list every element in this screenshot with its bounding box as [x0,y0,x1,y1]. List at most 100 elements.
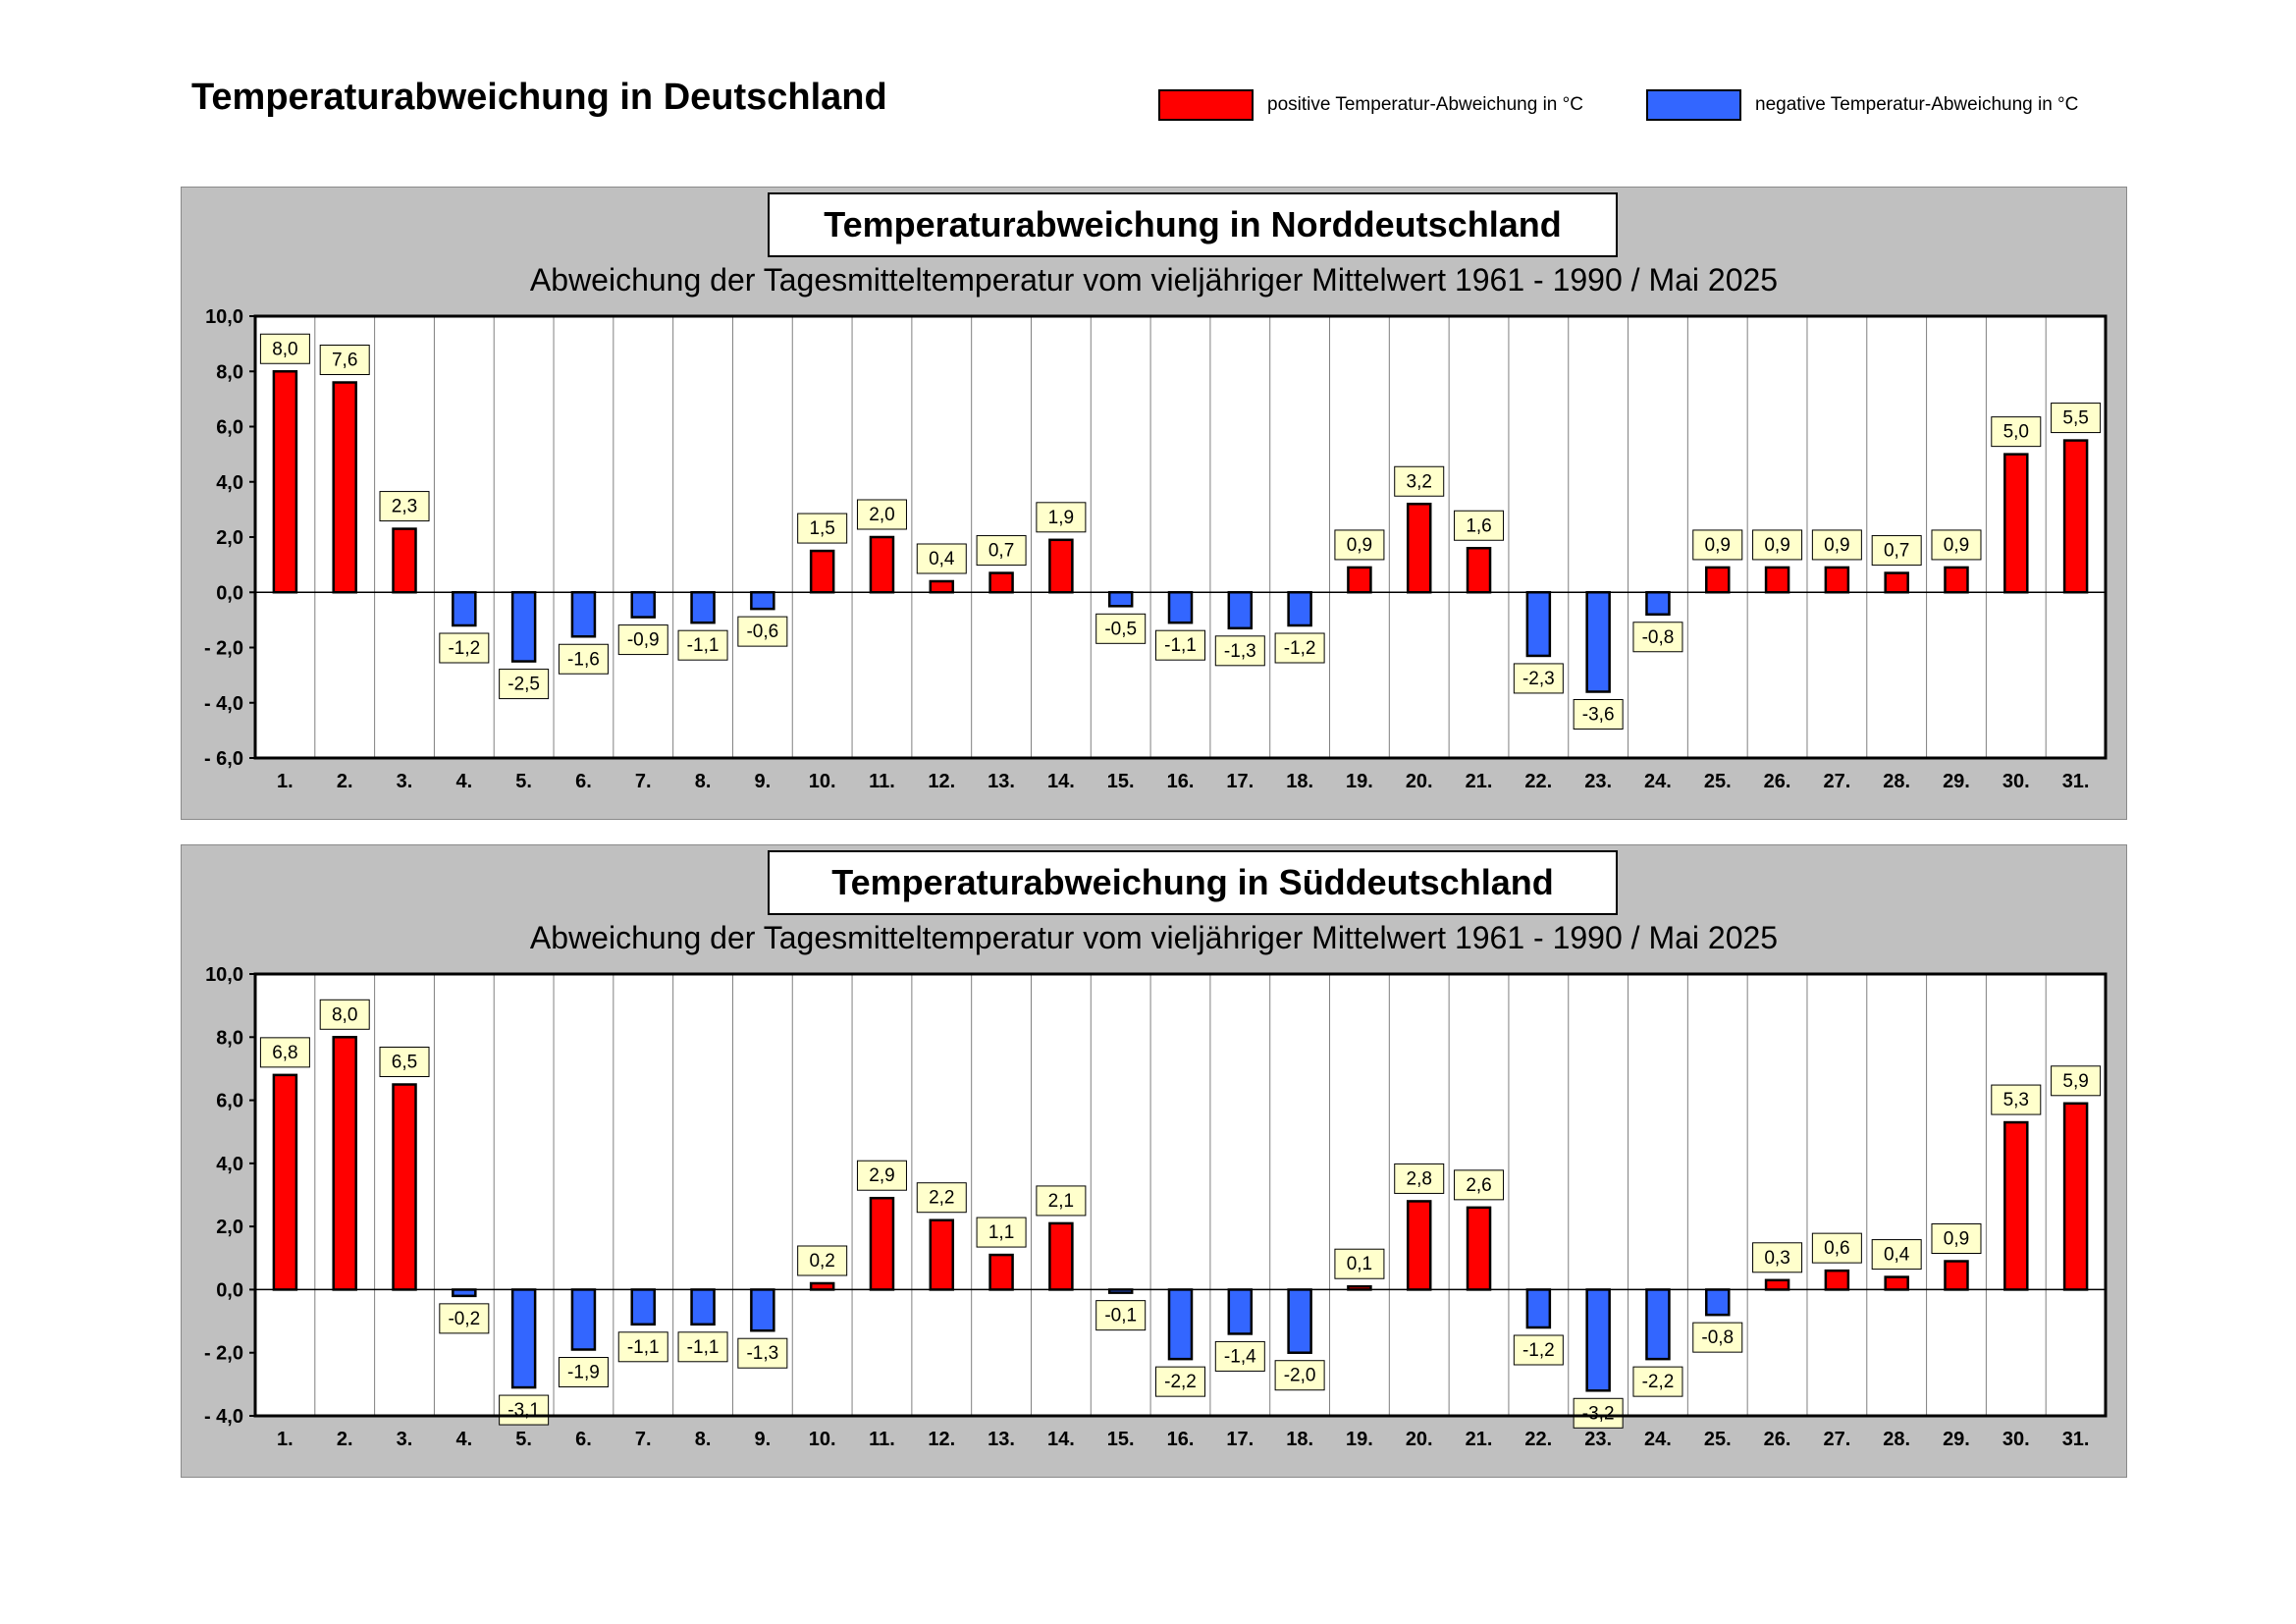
data-label: 3,2 [1407,471,1432,492]
bar [2062,439,2089,594]
data-label-box [916,1182,967,1214]
data-label: 2,8 [1407,1168,1432,1189]
data-label-box [379,1047,430,1077]
legend-negative: negative Temperatur-Abweichung in °C [1646,88,2078,122]
bar [988,1253,1014,1291]
data-label: -2,2 [1164,1372,1197,1392]
y-tick-label: - 2,0 [204,638,243,660]
bar [1107,591,1134,608]
x-tick-label: 27. [1823,1429,1850,1450]
data-label: 0,6 [1824,1238,1849,1259]
x-tick-label: 1. [277,1429,294,1450]
data-label: 1,1 [988,1222,1014,1243]
data-label: -0,8 [1701,1327,1734,1348]
bar [1645,591,1671,616]
legend-negative-label: negative Temperatur-Abweichung in °C [1755,94,2079,115]
x-tick-label: 8. [695,1429,712,1450]
x-tick-label: 15. [1107,1429,1135,1450]
bar [1884,1275,1909,1291]
data-label-box [1991,416,2042,448]
legend-positive-swatch [1158,89,1254,121]
legend-positive: positive Temperatur-Abweichung in °C [1158,88,1583,122]
data-label: -3,2 [1582,1403,1615,1424]
data-label-box [1573,699,1624,730]
data-label: 8,0 [332,1004,357,1025]
data-label: 5,5 [2062,408,2088,429]
data-label: -1,1 [627,1337,660,1358]
x-tick-label: 22. [1524,1429,1552,1450]
data-label: 2,3 [392,497,417,517]
data-label: -0,9 [627,630,660,651]
data-label-box [1334,1248,1385,1279]
x-tick-label: 4. [455,771,472,792]
bar [452,1288,477,1298]
data-label: -1,2 [1522,1340,1555,1361]
data-label-box [319,345,370,375]
bar [1406,503,1432,594]
data-label: -3,1 [507,1400,540,1421]
data-label-box [1573,1397,1624,1429]
y-tick-label: 8,0 [216,361,243,383]
x-tick-label: 22. [1524,771,1552,792]
x-tick-label: 20. [1406,771,1433,792]
data-label: -1,6 [567,649,600,670]
x-tick-label: 11. [869,1429,895,1450]
y-tick-label: 10,0 [205,306,243,328]
bar [1884,571,1909,594]
x-tick-label: 9. [755,1429,772,1450]
y-tick-label: 2,0 [216,527,243,549]
chart-subtitle-sued: Abweichung der Tagesmitteltemperatur vom… [529,920,1779,955]
data-label: 5,3 [2003,1090,2029,1110]
x-tick-label: 10. [809,1429,836,1450]
x-tick-label: 18. [1286,1429,1313,1450]
data-label-box [856,1160,907,1191]
data-label-box [677,1331,728,1363]
x-tick-label: 2. [337,1429,353,1450]
bar [1764,566,1790,594]
x-tick-label: 9. [755,771,772,792]
data-label-box [1811,529,1862,561]
x-tick-label: 12. [928,771,955,792]
data-label-box [1692,529,1743,561]
data-label: -2,5 [507,675,540,695]
x-tick-label: 1. [277,771,294,792]
bar [750,591,775,611]
x-tick-label: 30. [2002,1429,2030,1450]
data-label: -0,5 [1104,619,1137,639]
y-tick-label: 0,0 [216,582,243,604]
x-tick-label: 7. [635,1429,652,1450]
y-tick-label: - 4,0 [204,1406,243,1428]
bar [1406,1200,1432,1291]
data-label-box [976,1217,1027,1248]
data-label: -0,6 [746,622,778,642]
data-label-box [1513,1334,1564,1366]
bar [1764,1278,1790,1291]
data-label: 0,2 [809,1251,834,1272]
data-label: -1,2 [1284,638,1316,659]
data-label-box [1991,1084,2042,1115]
bar [392,1083,417,1291]
x-tick-label: 17. [1226,1429,1254,1450]
data-label-box [1871,535,1922,567]
bar [1287,591,1312,627]
data-label-box [1931,529,1982,561]
bar [750,1288,775,1332]
bar [1227,1288,1254,1335]
x-tick-label: 21. [1466,771,1493,792]
bar [988,571,1014,594]
data-label-box [976,535,1027,567]
data-label-box [319,999,370,1030]
y-tick-label: 10,0 [205,964,243,986]
bar [452,591,477,627]
bar [1944,566,1969,594]
y-tick-label: 0,0 [216,1279,243,1301]
bar [570,1288,597,1351]
bar [570,591,597,638]
data-label-box [2051,1065,2102,1097]
data-label: -1,1 [687,635,720,656]
x-tick-label: 24. [1644,1429,1672,1450]
data-label-box [1752,529,1803,561]
x-tick-label: 2. [337,771,353,792]
bar [809,549,835,594]
y-tick-label: 6,0 [216,417,243,439]
